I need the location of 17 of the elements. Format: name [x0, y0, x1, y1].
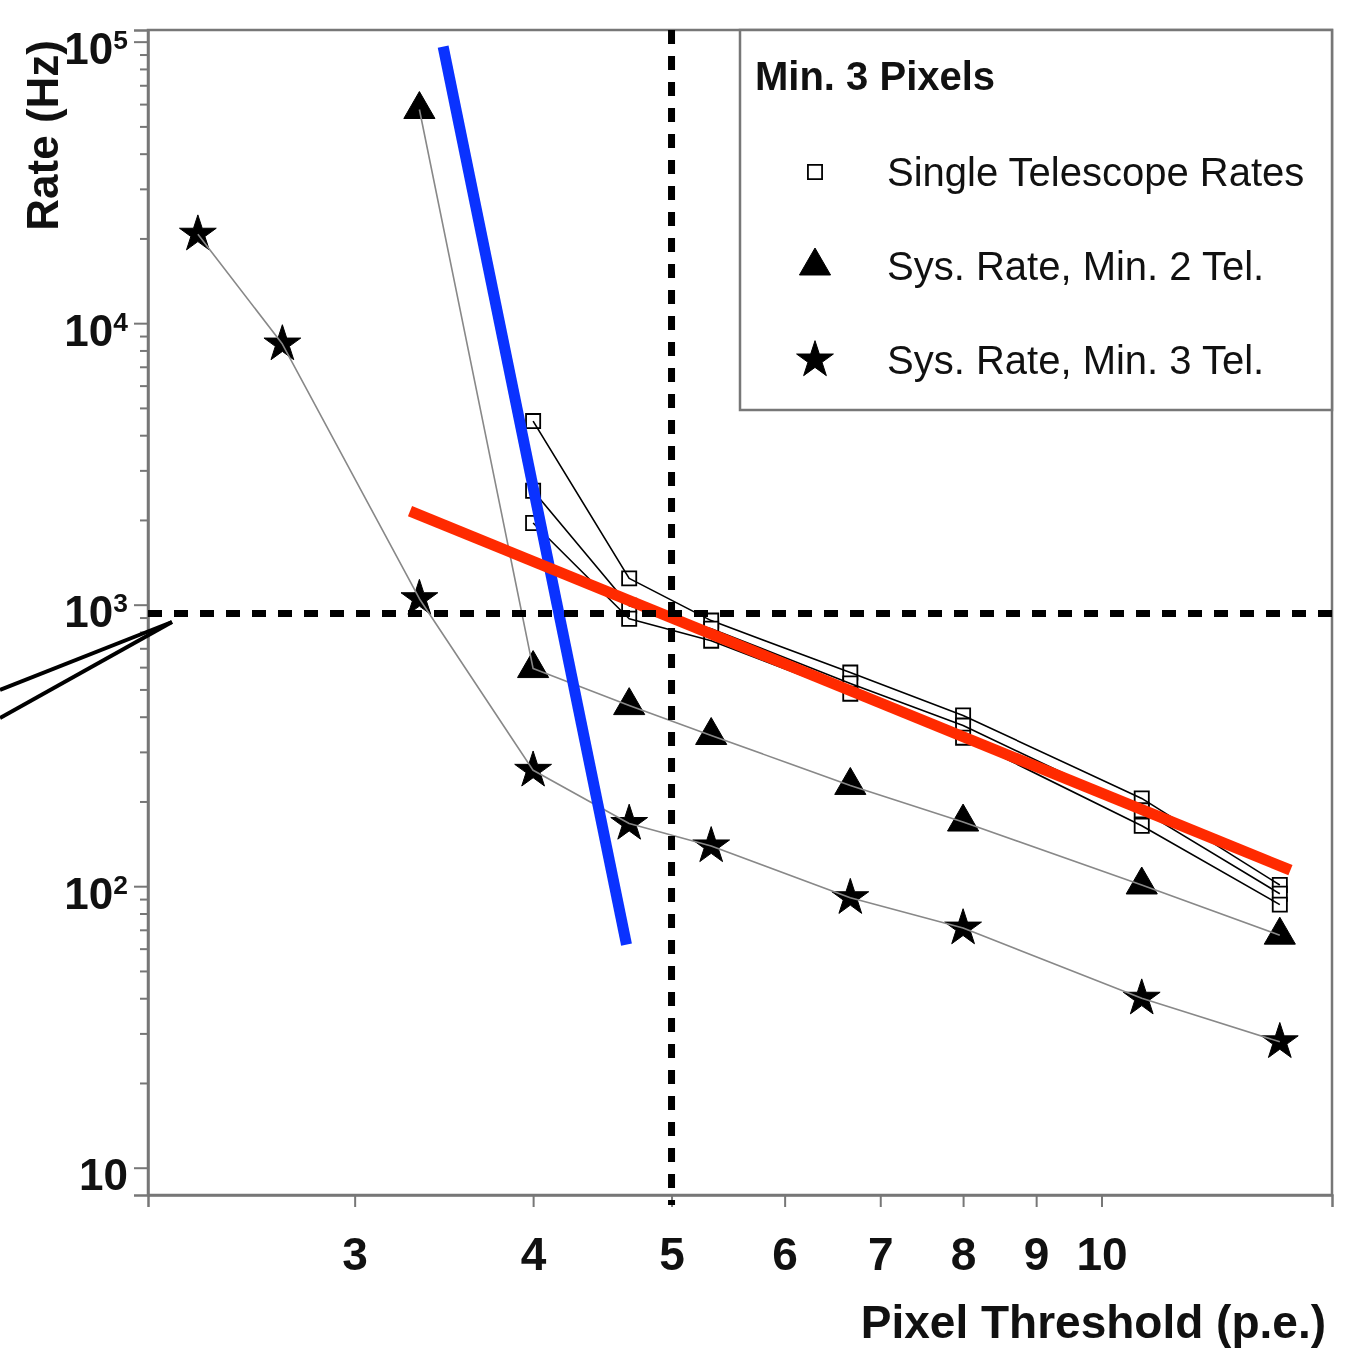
x-tick-label: 3	[342, 1227, 368, 1280]
legend-label: Sys. Rate, Min. 2 Tel.	[887, 244, 1265, 288]
y-tick-label: 10$^{3}$	[64, 587, 128, 637]
y-tick-label: 10$^{4}$	[64, 305, 129, 355]
y-tick-label: 10	[79, 1150, 128, 1200]
legend-title: Min. 3 Pixels	[755, 54, 996, 98]
x-tick-label: 4	[520, 1227, 547, 1280]
y-tick-label: 10$^{2}$	[64, 868, 128, 918]
x-tick-label: 5	[659, 1227, 685, 1280]
x-tick-label: 7	[867, 1227, 894, 1280]
x-tick-label: 6	[772, 1227, 798, 1280]
x-tick-label: 8	[950, 1227, 977, 1280]
legend-label: Single Telescope Rates	[887, 150, 1305, 194]
legend-label: Sys. Rate, Min. 3 Tel.	[887, 338, 1265, 382]
x-axis-title: Pixel Threshold (p.e.)	[860, 1296, 1326, 1348]
x-tick-label: 10	[1076, 1227, 1128, 1280]
x-tick-label: 9	[1023, 1227, 1050, 1280]
